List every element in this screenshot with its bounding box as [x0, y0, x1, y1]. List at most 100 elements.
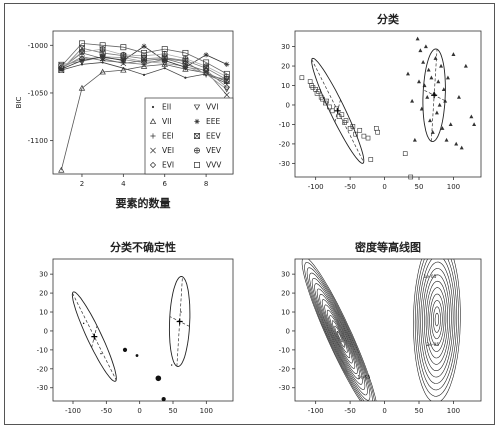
- series-line-evi: [61, 57, 228, 88]
- contour-line: [331, 320, 348, 353]
- class2-point: [472, 122, 477, 127]
- class2-point: [423, 44, 428, 49]
- class1-point: [408, 174, 414, 180]
- point-eee: [224, 61, 230, 67]
- x-axis-label: 要素的数量: [116, 196, 171, 210]
- class2-point: [412, 137, 417, 142]
- y-tick-label: 30: [39, 271, 48, 279]
- contour-line: [420, 261, 454, 378]
- y-tick-label: -20: [279, 365, 290, 373]
- legend-marker-vvv: [194, 162, 200, 168]
- class2-point: [436, 79, 441, 84]
- legend-label-eii: EII: [162, 103, 171, 112]
- point-vvv: [141, 49, 147, 56]
- point-eee: [79, 57, 85, 64]
- y-tick-label: -30: [279, 384, 290, 392]
- contour-line: [314, 283, 366, 390]
- contour-line: [422, 268, 452, 371]
- class1-point: [402, 151, 408, 156]
- y-tick-label: 0: [44, 327, 48, 335]
- panel-title: 密度等高线图: [355, 240, 421, 254]
- figure-frame: 2 4 6 8 -1000 -1050 -1100 要素的数量 BIC EII VVI VII EEE E…: [4, 3, 495, 425]
- point-vvv: [161, 46, 168, 53]
- class2-point: [437, 102, 442, 107]
- x-tick-label: 100: [447, 183, 460, 191]
- point-vii: [140, 62, 148, 69]
- class2-point: [433, 56, 438, 60]
- cluster-center: [431, 92, 438, 99]
- class2-point: [430, 130, 435, 134]
- x-tick-label: 6: [162, 180, 167, 188]
- contour-label: 1e-05: [357, 374, 370, 380]
- point-vev: [79, 49, 85, 55]
- y-tick-label: 30: [281, 43, 290, 51]
- point-vvi: [202, 71, 210, 78]
- y-tick-label: -1100: [28, 137, 48, 145]
- panel-title: 分类不确定性: [110, 240, 176, 254]
- x-tick-label: 100: [200, 407, 213, 415]
- x-tick-label: -50: [101, 407, 112, 415]
- y-tick-label: 10: [39, 309, 48, 317]
- point-eee: [100, 54, 106, 60]
- cluster-center: [176, 318, 183, 325]
- legend-marker-vii: [149, 118, 157, 124]
- x-tick-label: -50: [344, 183, 355, 191]
- y-tick-label: 30: [281, 271, 290, 279]
- contour-line: [427, 287, 447, 352]
- contour-line: [301, 259, 377, 401]
- contour-label: 1e-05: [424, 274, 437, 280]
- uncertain-point: [135, 354, 139, 357]
- bic-panel: 2 4 6 8 -1000 -1050 -1100 要素的数量 BIC EII VVI VII EEE E…: [15, 30, 234, 210]
- legend-label-vvv: VVV: [206, 161, 222, 170]
- legend-marker-eii: [151, 105, 155, 109]
- contour-line: [433, 306, 441, 333]
- contour-line: [414, 259, 459, 397]
- point-vvv: [58, 63, 65, 70]
- class2-point: [421, 59, 426, 64]
- y-tick-label: 20: [281, 63, 290, 71]
- x-tick-label: 50: [169, 407, 178, 415]
- contour-line: [416, 259, 458, 391]
- x-tick-label: -100: [308, 407, 324, 415]
- point-vev: [182, 55, 189, 62]
- uncertain-point: [155, 375, 162, 382]
- plot-box: [294, 258, 482, 402]
- point-vvv: [79, 40, 85, 47]
- class2-point: [444, 137, 449, 142]
- contour-line: [418, 259, 456, 384]
- class2-point: [469, 114, 474, 119]
- point-eee: [120, 57, 126, 64]
- legend-label-eee: EEE: [206, 117, 220, 126]
- class2-point: [463, 63, 468, 68]
- cluster-center: [91, 333, 98, 340]
- point-eii: [184, 76, 187, 79]
- class2-point: [425, 94, 430, 99]
- point-eee: [203, 52, 209, 58]
- class2-point: [445, 75, 450, 80]
- class1-point: [329, 108, 335, 114]
- contour-line: [309, 272, 371, 401]
- uncertain-point: [170, 364, 173, 366]
- x-tick-label: 0: [382, 183, 386, 191]
- class1-point: [307, 79, 313, 84]
- x-tick-label: 8: [204, 180, 208, 188]
- uncertain-point: [82, 322, 85, 325]
- x-tick-label: 0: [137, 407, 141, 415]
- class2-point: [426, 67, 431, 72]
- class1-point: [350, 124, 356, 129]
- contour-line: [324, 304, 356, 369]
- legend-marker-vvi: [193, 104, 201, 111]
- class2-point: [429, 75, 434, 80]
- point-vei: [120, 60, 127, 67]
- class1-point: [361, 133, 367, 139]
- point-eii: [163, 67, 166, 70]
- class2-point: [405, 71, 410, 76]
- point-vii: [78, 84, 86, 91]
- y-tick-label: 0: [286, 101, 290, 109]
- contour-line: [304, 262, 375, 401]
- series-line-vvv: [60, 42, 227, 75]
- y-tick-label: -30: [279, 160, 290, 168]
- y-tick-label: 20: [281, 290, 290, 298]
- class2-point: [451, 52, 456, 56]
